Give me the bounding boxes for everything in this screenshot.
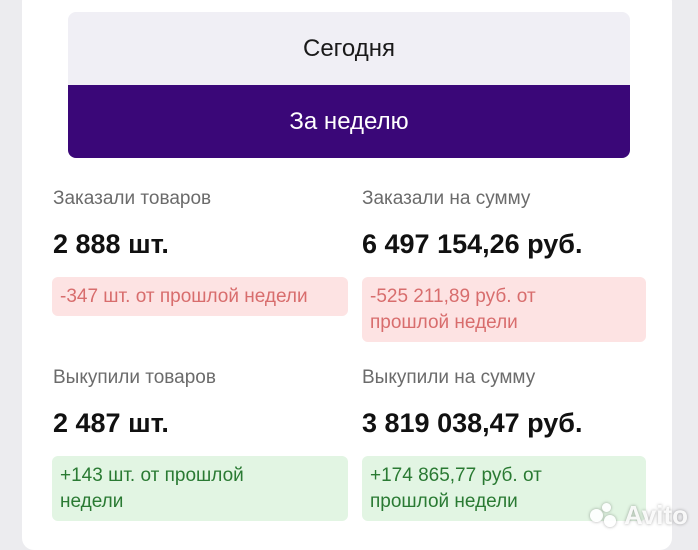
period-switcher: Сегодня За неделю [68,12,630,158]
stat-value: 2 888 шт. [53,229,169,259]
delta-badge-positive: +143 шт. от прошлой недели [52,456,348,521]
avito-watermark: Avito [590,500,688,531]
avito-logo-icon [590,502,620,529]
delta-text-line2: недели [60,491,124,512]
stat-label: Заказали на сумму [362,188,531,209]
stat-bought-items: Выкупили товаров 2 487 шт. +143 шт. от п… [52,367,349,521]
delta-text: -347 шт. от прошлой недели [60,286,308,307]
stat-value: 2 487 шт. [53,408,169,438]
tab-week[interactable]: За неделю [68,85,630,158]
tab-today[interactable]: Сегодня [68,12,630,85]
stat-label: Заказали товаров [53,188,212,209]
delta-text-line1: -525 211,89 руб. от [370,286,536,307]
stat-value: 6 497 154,26 руб. [362,229,583,259]
stat-value: 3 819 038,47 руб. [362,408,583,438]
delta-text-line2: прошлой недели [370,491,518,512]
stat-ordered-sum: Заказали на сумму 6 497 154,26 руб. -525… [362,188,646,342]
stat-label: Выкупили на сумму [362,367,536,388]
stat-bought-sum: Выкупили на сумму 3 819 038,47 руб. +174… [362,367,646,521]
delta-text-line2: прошлой недели [370,312,518,333]
delta-text-line1: +143 шт. от прошлой [60,465,244,486]
delta-text-line1: +174 865,77 руб. от [370,465,542,486]
delta-badge-negative: -525 211,89 руб. от прошлой недели [362,277,646,342]
delta-badge-negative: -347 шт. от прошлой недели [52,277,348,316]
stat-label: Выкупили товаров [53,367,216,388]
stat-ordered-items: Заказали товаров 2 888 шт. -347 шт. от п… [52,188,349,316]
watermark-text: Avito [624,500,689,530]
